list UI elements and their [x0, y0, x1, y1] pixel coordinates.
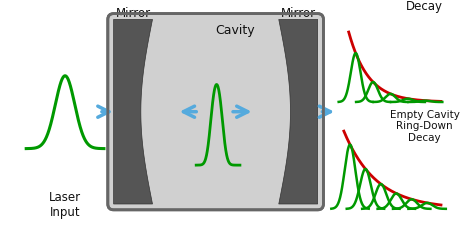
Text: Mirror: Mirror	[281, 7, 316, 20]
Polygon shape	[279, 19, 318, 204]
Text: Decay: Decay	[406, 0, 443, 13]
FancyBboxPatch shape	[108, 14, 323, 210]
Text: Laser
Input: Laser Input	[49, 191, 81, 219]
Polygon shape	[114, 19, 153, 204]
Text: Cavity: Cavity	[215, 24, 255, 37]
Text: Empty Cavity
Ring-Down
Decay: Empty Cavity Ring-Down Decay	[390, 110, 459, 143]
Text: Mirror: Mirror	[116, 7, 151, 20]
